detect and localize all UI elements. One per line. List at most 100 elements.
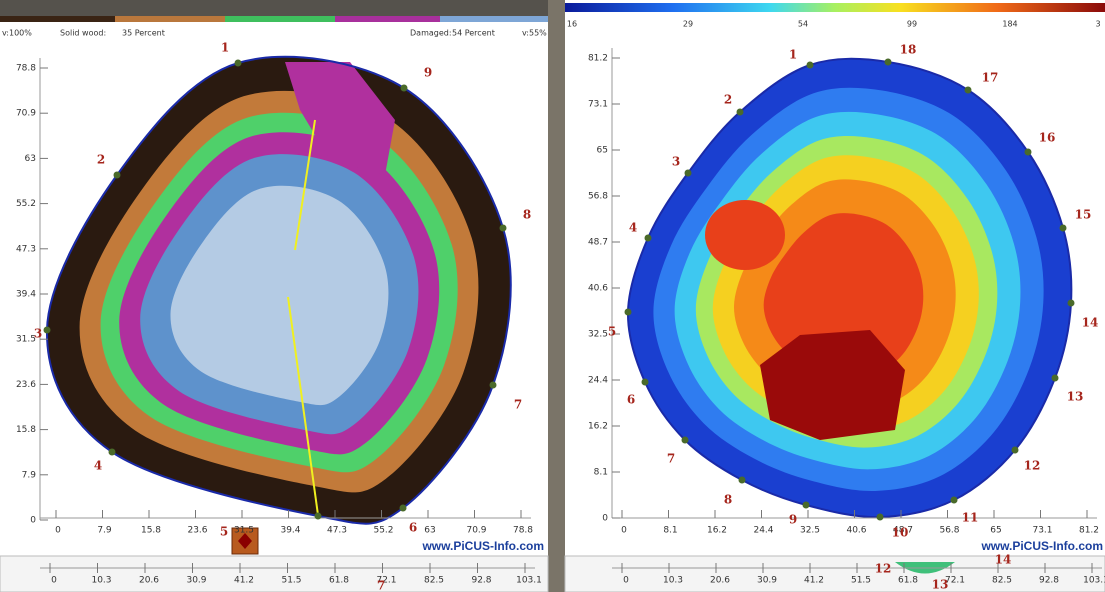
sensor-label: 3	[672, 155, 680, 169]
y-tick-label: 55.2	[16, 199, 36, 209]
ruler-label: 10.3	[663, 576, 683, 586]
scale-label: 29	[683, 20, 693, 29]
legend-text: v:55%	[522, 29, 547, 38]
sensor-label: 8	[523, 208, 531, 222]
x-tick-label: 15.8	[141, 526, 161, 536]
scale-label: 3	[1095, 20, 1100, 29]
ruler-label: 30.9	[757, 576, 777, 586]
sensor-point	[1068, 300, 1075, 307]
ruler-label: 61.8	[898, 576, 918, 586]
ruler-label: 103.1	[1083, 576, 1105, 586]
sensor-label: 5	[608, 325, 616, 339]
legend-top	[0, 0, 548, 16]
x-tick-label: 63	[424, 526, 435, 536]
sensor-label: 3	[34, 327, 42, 341]
sensor-label: 13	[932, 578, 949, 592]
y-tick-label: 16.2	[588, 422, 608, 432]
ruler-label: 41.2	[234, 576, 254, 586]
x-tick-label: 56.8	[939, 526, 959, 536]
legend-swatch	[335, 16, 440, 22]
x-tick-label: 31.5	[234, 526, 254, 536]
sensor-label: 15	[1075, 208, 1092, 222]
sensor-point	[685, 170, 692, 177]
y-tick-label: 81.2	[588, 54, 608, 64]
scale-label: 16	[567, 20, 577, 29]
sensor-point	[490, 382, 497, 389]
scale-label: 54	[798, 20, 808, 29]
sensor-point	[965, 87, 972, 94]
legend-text: Damaged:	[410, 29, 452, 38]
color-scale	[565, 3, 1105, 12]
legend-text: Solid wood:	[60, 29, 106, 38]
x-tick-label: 24.4	[753, 526, 773, 536]
y-tick-label: 63	[25, 154, 36, 164]
sensor-point	[44, 327, 51, 334]
ruler-label: 30.9	[186, 576, 206, 586]
legend-swatch	[225, 16, 335, 22]
divider	[548, 0, 565, 592]
screenshot: v:100%Solid wood:35 PercentDamaged:54 Pe…	[0, 0, 1105, 592]
x-tick-label: 55.2	[373, 526, 393, 536]
watermark: www.PiCUS-Info.com	[980, 539, 1103, 553]
y-tick-label: 70.9	[16, 109, 36, 119]
legend-swatch	[0, 16, 115, 22]
legend-swatch	[115, 16, 225, 22]
sensor-point	[951, 497, 958, 504]
x-tick-label: 81.2	[1079, 526, 1099, 536]
y-tick-label: 78.8	[16, 64, 36, 74]
sensor-label: 9	[789, 513, 797, 527]
sensor-label: 18	[900, 43, 917, 57]
x-tick-label: 0	[55, 526, 61, 536]
ruler-label: 82.5	[424, 576, 444, 586]
sensor-label: 9	[424, 66, 432, 80]
legend-text: 54 Percent	[452, 29, 495, 38]
y-tick-label: 56.8	[588, 192, 608, 202]
sensor-point	[500, 225, 507, 232]
y-tick-label: 48.7	[588, 238, 608, 248]
y-tick-label: 47.3	[16, 244, 36, 254]
y-tick-label: 0	[602, 514, 608, 524]
sensor-label: 1	[789, 48, 797, 62]
x-tick-label: 78.8	[513, 526, 533, 536]
sensor-point	[885, 59, 892, 66]
ruler-label: 20.6	[710, 576, 730, 586]
sensor-point	[114, 172, 121, 179]
sensor-label: 12	[875, 562, 892, 576]
sensor-label: 2	[97, 153, 105, 167]
sensor-point	[803, 502, 810, 509]
sensor-point	[807, 62, 814, 69]
sensor-label: 14	[1082, 316, 1099, 330]
x-tick-label: 8.1	[663, 526, 677, 536]
ruler	[565, 556, 1105, 592]
sensor-label: 12	[1024, 459, 1041, 473]
sensor-point	[645, 235, 652, 242]
x-tick-label: 39.4	[280, 526, 300, 536]
sensor-label: 10	[892, 526, 909, 540]
ruler-label: 51.5	[281, 576, 301, 586]
sensor-point	[400, 505, 407, 512]
sensor-point	[682, 437, 689, 444]
ruler-label: 51.5	[851, 576, 871, 586]
sensor-label: 7	[667, 452, 675, 466]
sensor-label: 17	[982, 71, 999, 85]
sensor-label: 7	[377, 579, 385, 592]
tomogram-view: v:100%Solid wood:35 PercentDamaged:54 Pe…	[0, 0, 1105, 592]
sensor-point	[642, 379, 649, 386]
sensor-point	[625, 309, 632, 316]
y-tick-label: 24.4	[588, 376, 608, 386]
ruler-label: 61.8	[329, 576, 349, 586]
y-tick-label: 40.6	[588, 284, 608, 294]
sensor-point	[1052, 375, 1059, 382]
ruler-label: 103.1	[516, 576, 542, 586]
y-tick-label: 0	[30, 516, 36, 526]
x-tick-label: 65	[990, 526, 1001, 536]
sensor-label: 2	[724, 93, 732, 107]
scale-label: 184	[1002, 20, 1017, 29]
sensor-label: 11	[962, 511, 979, 525]
watermark: www.PiCUS-Info.com	[421, 539, 544, 553]
sensor-label: 4	[629, 221, 637, 235]
x-tick-label: 7.9	[97, 526, 112, 536]
legend-swatch	[440, 16, 548, 22]
sensor-label: 5	[220, 525, 228, 539]
y-tick-label: 32.5	[588, 330, 608, 340]
